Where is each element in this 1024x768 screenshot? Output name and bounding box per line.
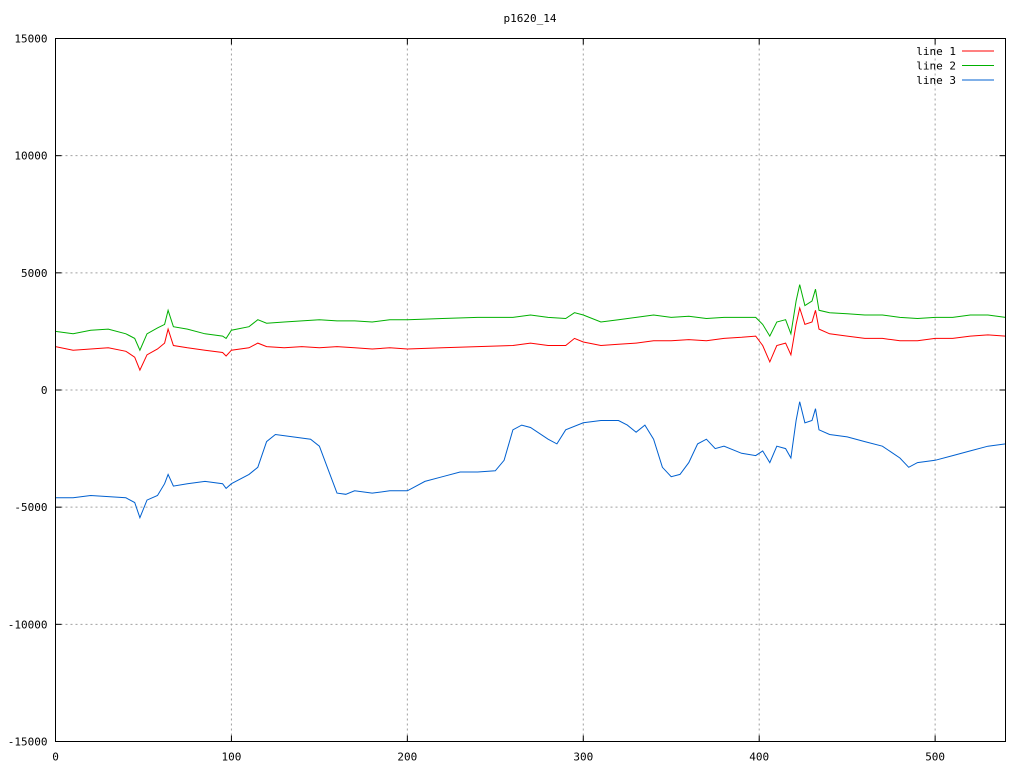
- y-tick-label: -15000: [8, 736, 48, 749]
- series-line-2: [55, 284, 1006, 352]
- series-line-1: [55, 306, 1006, 372]
- x-tick-label: 100: [221, 751, 241, 764]
- grid-lines: [55, 38, 1006, 742]
- y-axis: -15000 -10000 -5000 0 5000 10000 15000: [8, 33, 1006, 749]
- series-group: [55, 284, 1006, 520]
- x-tick-label: 500: [925, 751, 945, 764]
- y-tick-label: 10000: [14, 150, 47, 163]
- x-tick-label: 400: [749, 751, 769, 764]
- x-axis: 0 100 200 300 400 500: [52, 38, 945, 764]
- legend-label: line 1: [916, 45, 956, 58]
- y-tick-label: 15000: [14, 33, 47, 46]
- x-tick-label: 200: [397, 751, 417, 764]
- series-line-3: [55, 401, 1006, 520]
- x-tick-label: 300: [573, 751, 593, 764]
- chart-title: p1620_14: [504, 12, 557, 25]
- legend-label: line 3: [916, 74, 956, 87]
- x-tick-label: 0: [52, 751, 59, 764]
- y-tick-label: -10000: [8, 618, 48, 631]
- plot-frame: [55, 38, 1006, 742]
- y-tick-label: -5000: [14, 501, 47, 514]
- y-tick-label: 0: [41, 384, 48, 397]
- y-tick-label: 5000: [21, 267, 48, 280]
- legend-label: line 2: [916, 60, 956, 73]
